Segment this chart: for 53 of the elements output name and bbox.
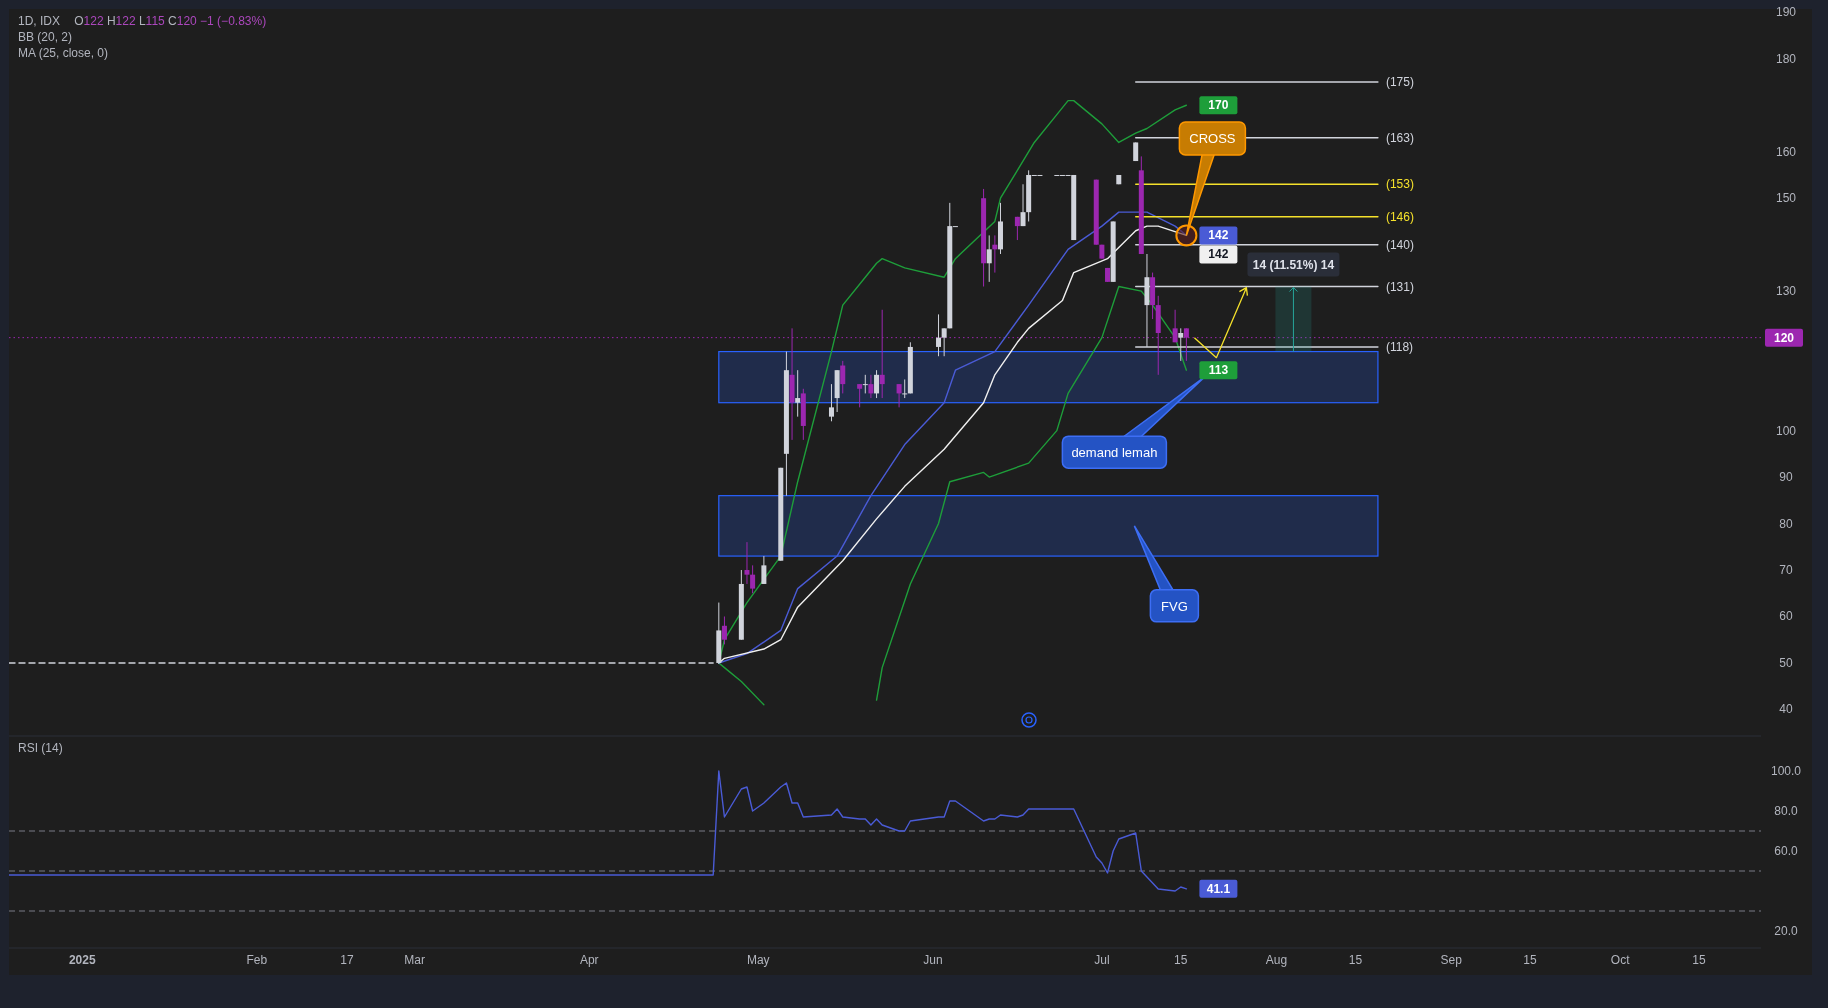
x-tick-label: Feb [246,953,268,967]
y-tick-label: 100.0 [1770,764,1802,778]
data-label: 113 [1208,363,1229,378]
data-label: (140) [1385,237,1414,252]
x-tick-label: 15 [1348,953,1363,967]
annotation: BB (20, 2) [18,30,73,44]
data-label: (163) [1385,130,1414,145]
y-tick-label: 20.0 [1774,924,1798,938]
y-tick-label: 60 [1779,609,1793,624]
annotation: MA (25, close, 0) [18,46,109,60]
y-tick-label: 130 [1775,284,1797,299]
x-tick-label: Jul [1094,953,1110,967]
ref-line-label: 120 [1773,330,1795,345]
data-label: 41.1 [1206,881,1231,896]
chart-subtitle: O122 H122 L115 C120 −1 (−0.83%) [74,14,267,28]
data-label: 142 [1208,247,1229,262]
x-tick-label: Jun [923,953,943,967]
x-tick-label: Sep [1440,953,1463,967]
y-tick-label: 80.0 [1774,804,1798,818]
data-label: 170 [1208,98,1229,113]
y-tick-label: 190 [1775,5,1797,20]
y-tick-label: 160 [1775,144,1797,159]
x-tick-label: Aug [1265,953,1288,967]
annotation: FVG [1161,598,1188,614]
chart-title: RSI (14) [18,741,63,755]
y-tick-label: 150 [1775,191,1797,206]
x-tick-label: Oct [1610,953,1631,967]
annotation: demand lemah [1071,445,1158,461]
x-tick-label: May [746,953,770,967]
x-tick-label: 15 [1692,953,1707,967]
data-label: (175) [1385,75,1414,90]
data-label: (118) [1385,339,1414,354]
y-tick-label: 100 [1775,423,1797,438]
y-tick-label: 80 [1779,516,1793,531]
annotation: CROSS [1189,131,1236,147]
chart-title: 1D, IDX [18,14,61,28]
data-label: (146) [1385,209,1414,224]
data-label: (131) [1385,279,1414,294]
data-label: (153) [1385,177,1414,192]
x-tick-label: 15 [1523,953,1538,967]
y-tick-label: 60.0 [1774,844,1798,858]
y-tick-label: 50 [1779,655,1793,670]
y-tick-label: 40 [1779,702,1793,717]
data-label: 14 (11.51%) 14 [1252,257,1335,272]
x-tick-label: 2025 [68,953,96,967]
data-label: 142 [1208,228,1229,243]
y-tick-label: 90 [1779,470,1793,485]
x-tick-label: Apr [579,953,599,967]
x-tick-label: 15 [1174,953,1188,967]
y-tick-label: 70 [1779,563,1793,578]
x-tick-label: Mar [404,953,425,967]
y-tick-label: 180 [1775,51,1797,66]
x-tick-label: 17 [340,953,354,967]
